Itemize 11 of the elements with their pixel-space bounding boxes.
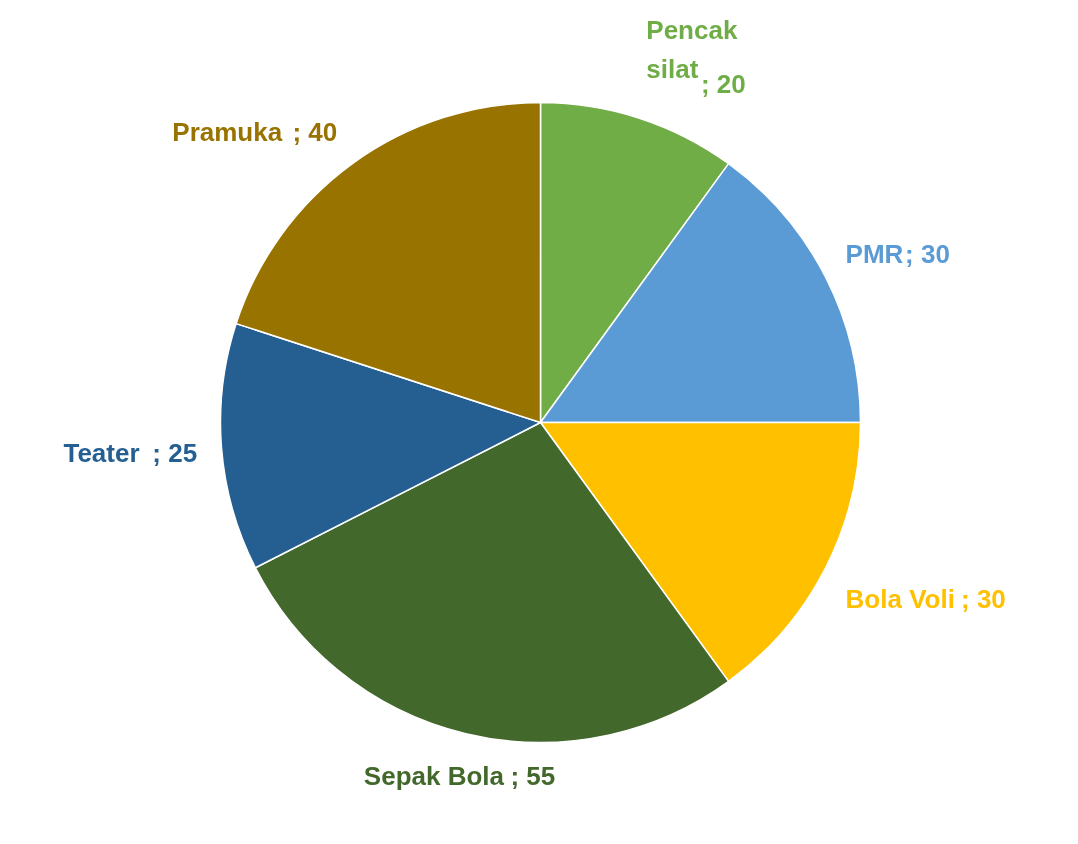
data-label: ; 40 (292, 117, 338, 148)
slice-label: Bola Voli (845, 583, 955, 614)
data-label: ; 30 (905, 238, 950, 269)
slice-label: PMR (845, 238, 904, 269)
data-label: ; 55 (510, 761, 556, 792)
slice-label: Teater (63, 438, 140, 469)
data-label: ; 30 (961, 583, 1006, 614)
slice-label: Pramuka (172, 117, 283, 148)
data-label: ; 25 (152, 438, 198, 469)
slice-label: Sepak Bola (363, 761, 505, 792)
data-label: ; 20 (700, 68, 746, 99)
